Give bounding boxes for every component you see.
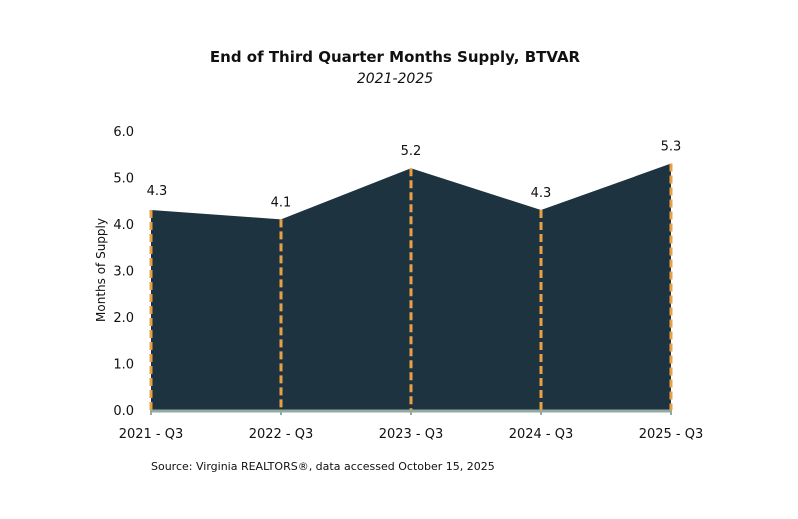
y-tick-label: 1.0 (113, 358, 134, 373)
data-label: 4.1 (271, 195, 292, 210)
chart-subtitle: 2021-2025 (357, 71, 433, 87)
x-tick-label: 2022 - Q3 (249, 427, 314, 442)
x-tick-label: 2025 - Q3 (639, 427, 704, 442)
data-label: 4.3 (531, 186, 552, 201)
data-label: 4.3 (147, 184, 168, 199)
x-tick-label: 2021 - Q3 (119, 427, 184, 442)
y-tick-label: 2.0 (113, 311, 134, 326)
y-tick-label: 6.0 (113, 125, 134, 140)
plot-area: 4.3 2021 - Q3 4.1 2022 - Q3 5.2 2023 - Q3 4.3 2… (113, 125, 703, 442)
source-note: Source: Virginia REALTORS®, data accesse… (151, 460, 495, 473)
y-axis-label: Months of Supply (94, 218, 108, 322)
data-label: 5.2 (401, 144, 422, 159)
x-tick-label: 2023 - Q3 (379, 427, 444, 442)
y-tick-label: 4.0 (113, 218, 134, 233)
y-tick-label: 3.0 (113, 265, 134, 280)
data-label: 5.3 (661, 140, 682, 155)
y-tick-label: 5.0 (113, 172, 134, 187)
chart-title: End of Third Quarter Months Supply, BTVA… (210, 48, 581, 66)
x-tick-label: 2024 - Q3 (509, 427, 574, 442)
y-tick-label: 0.0 (113, 404, 134, 419)
